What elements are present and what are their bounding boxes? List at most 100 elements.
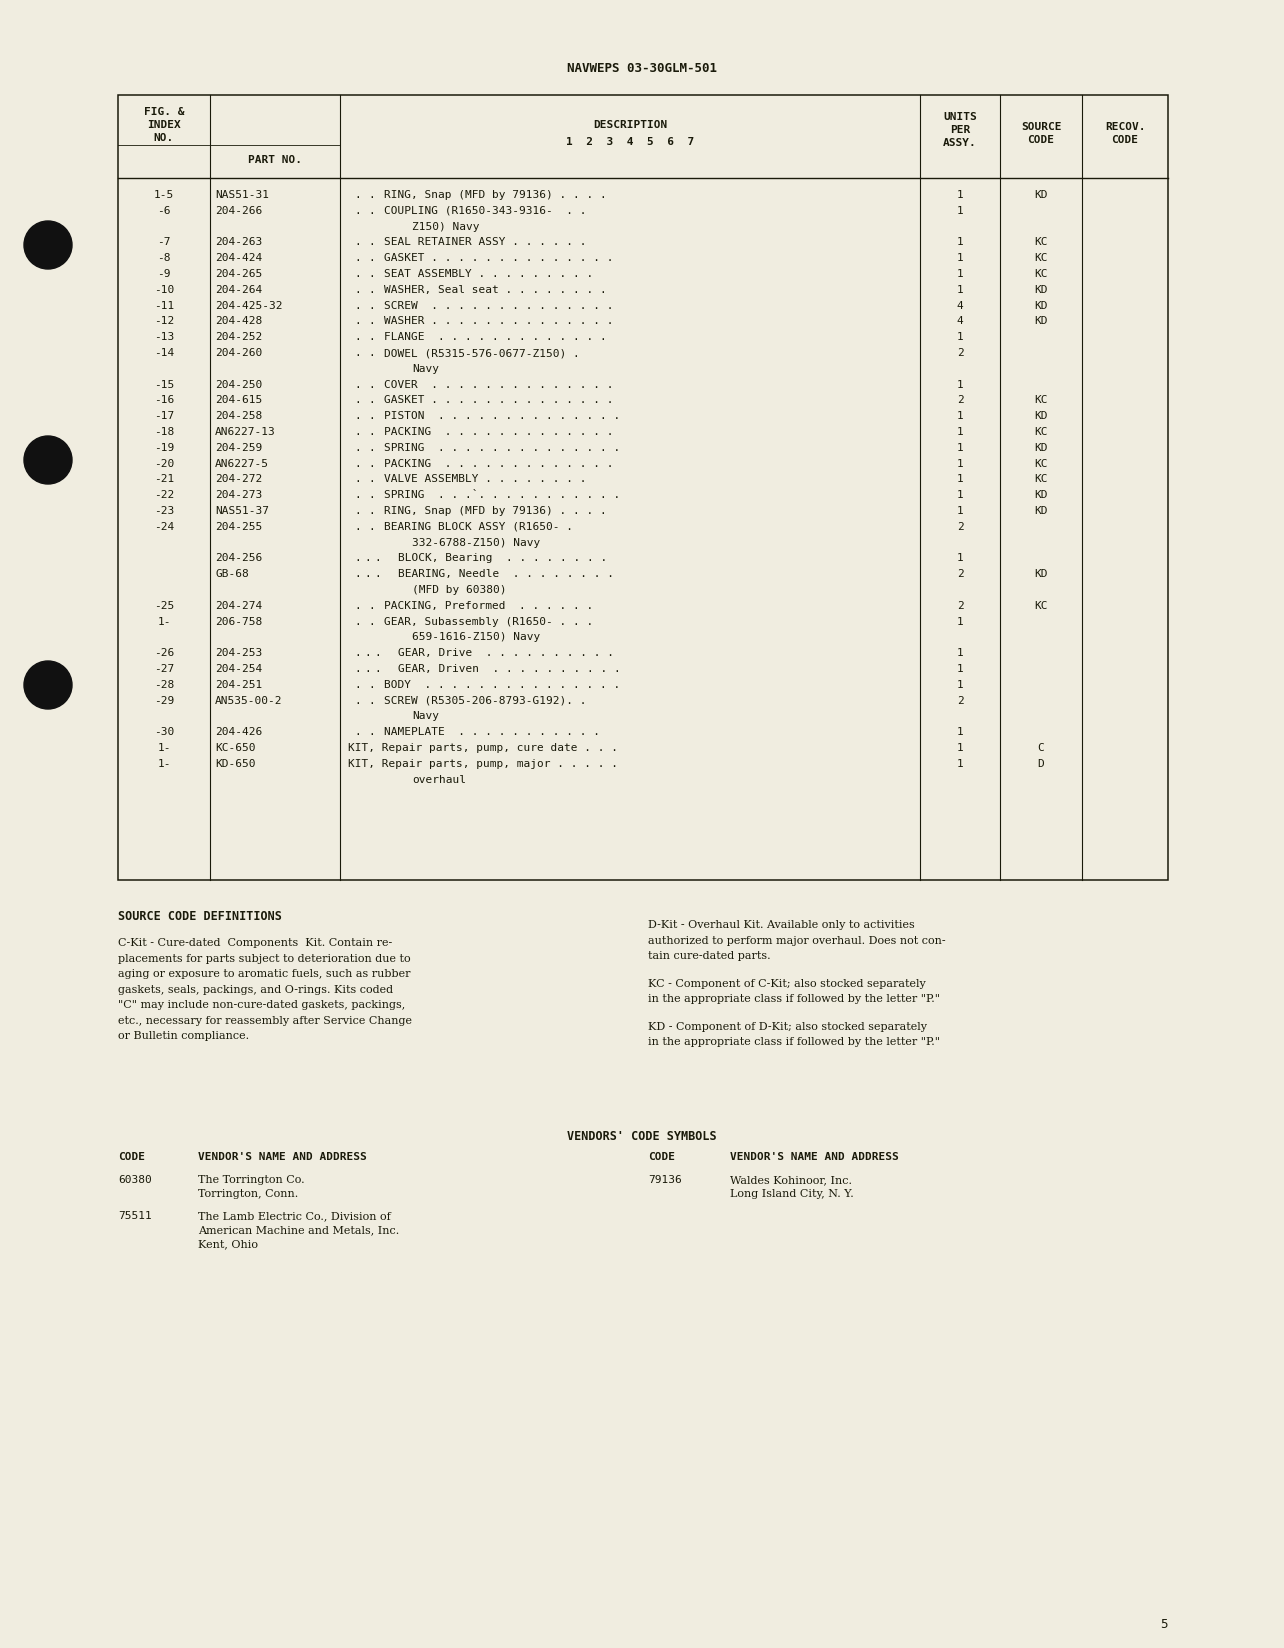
Text: 204-426: 204-426 [214,727,262,737]
Text: .: . [354,475,361,485]
Text: -18: -18 [154,427,175,437]
Text: -26: -26 [154,648,175,658]
Text: .: . [354,648,361,658]
Text: SOURCE: SOURCE [1021,122,1062,132]
Text: 1: 1 [957,443,963,453]
Text: 204-250: 204-250 [214,379,262,389]
Text: .: . [369,443,375,453]
Text: -22: -22 [154,489,175,501]
Text: DESCRIPTION: DESCRIPTION [593,120,668,130]
Text: Kent, Ohio: Kent, Ohio [198,1239,258,1249]
Text: 204-264: 204-264 [214,285,262,295]
Text: GEAR, Drive  . . . . . . . . . .: GEAR, Drive . . . . . . . . . . [398,648,614,658]
Text: Waldes Kohinoor, Inc.: Waldes Kohinoor, Inc. [731,1175,853,1185]
Text: KIT, Repair parts, pump, cure date . . .: KIT, Repair parts, pump, cure date . . . [348,743,618,753]
Text: KD: KD [1034,300,1048,310]
Text: 1-: 1- [157,743,171,753]
Text: .: . [369,190,375,199]
Text: 204-425-32: 204-425-32 [214,300,282,310]
Text: .: . [354,664,361,674]
Text: .: . [354,396,361,405]
Text: .: . [374,664,381,674]
Text: 204-428: 204-428 [214,316,262,326]
Text: overhaul: overhaul [412,775,466,784]
Text: 2: 2 [957,569,963,578]
Text: American Machine and Metals, Inc.: American Machine and Metals, Inc. [198,1224,399,1234]
Text: Navy: Navy [412,712,439,722]
Text: 1: 1 [957,206,963,216]
Text: SPRING  . . .`. . . . . . . . . . .: SPRING . . .`. . . . . . . . . . . [384,489,620,501]
Text: The Lamb Electric Co., Division of: The Lamb Electric Co., Division of [198,1211,390,1221]
Text: -10: -10 [154,285,175,295]
Text: C-Kit - Cure-dated  Components  Kit. Contain re-: C-Kit - Cure-dated Components Kit. Conta… [118,938,392,948]
Text: -17: -17 [154,412,175,422]
Text: .: . [369,269,375,279]
Bar [118,96,1168,880]
Text: VENDORS' CODE SYMBOLS: VENDORS' CODE SYMBOLS [568,1131,716,1144]
Text: PACKING, Preformed  . . . . . .: PACKING, Preformed . . . . . . [384,602,593,611]
Text: WASHER, Seal seat . . . . . . . .: WASHER, Seal seat . . . . . . . . [384,285,607,295]
Text: -23: -23 [154,506,175,516]
Text: .: . [354,285,361,295]
Text: .: . [369,285,375,295]
Text: KD: KD [1034,412,1048,422]
Text: KD: KD [1034,443,1048,453]
Text: 1: 1 [957,237,963,247]
Text: .: . [354,616,361,626]
Text: .: . [363,664,371,674]
Text: 4: 4 [957,316,963,326]
Text: 659-1616-Z150) Navy: 659-1616-Z150) Navy [412,633,541,643]
Text: NAVWEPS 03-30GLM-501: NAVWEPS 03-30GLM-501 [568,63,716,76]
Text: GASKET . . . . . . . . . . . . . .: GASKET . . . . . . . . . . . . . . [384,254,614,264]
Text: CODE: CODE [1027,135,1054,145]
Text: KIT, Repair parts, pump, major . . . . .: KIT, Repair parts, pump, major . . . . . [348,758,618,770]
Text: 1: 1 [957,190,963,199]
Text: .: . [354,300,361,310]
Text: Long Island City, N. Y.: Long Island City, N. Y. [731,1188,854,1200]
Text: 2: 2 [957,522,963,532]
Text: 204-260: 204-260 [214,348,262,358]
Text: 1-: 1- [157,758,171,770]
Text: SCREW (R5305-206-8793-G192). .: SCREW (R5305-206-8793-G192). . [384,695,587,705]
Text: gaskets, seals, packings, and O-rings. Kits coded: gaskets, seals, packings, and O-rings. K… [118,984,393,994]
Text: Torrington, Conn.: Torrington, Conn. [198,1188,298,1200]
Text: .: . [363,648,371,658]
Text: in the appropriate class if followed by the letter "P.": in the appropriate class if followed by … [648,994,940,1004]
Text: 1: 1 [957,254,963,264]
Text: GEAR, Driven  . . . . . . . . . .: GEAR, Driven . . . . . . . . . . [398,664,620,674]
Text: 1: 1 [957,489,963,501]
Text: .: . [354,316,361,326]
Text: 204-254: 204-254 [214,664,262,674]
Text: .: . [354,554,361,564]
Text: Navy: Navy [412,364,439,374]
Text: 1: 1 [957,648,963,658]
Text: .: . [354,489,361,501]
Text: -8: -8 [157,254,171,264]
Text: -15: -15 [154,379,175,389]
Text: .: . [369,427,375,437]
Text: 1: 1 [957,412,963,422]
Text: 1: 1 [957,458,963,468]
Text: -16: -16 [154,396,175,405]
Text: .: . [369,396,375,405]
Text: BEARING BLOCK ASSY (R1650- .: BEARING BLOCK ASSY (R1650- . [384,522,573,532]
Text: aging or exposure to aromatic fuels, such as rubber: aging or exposure to aromatic fuels, suc… [118,969,411,979]
Text: 204-256: 204-256 [214,554,262,564]
Text: 1: 1 [957,758,963,770]
Text: SPRING  . . . . . . . . . . . . . .: SPRING . . . . . . . . . . . . . . [384,443,620,453]
Text: 1: 1 [957,333,963,343]
Text: RECOV.: RECOV. [1104,122,1145,132]
Text: .: . [354,190,361,199]
Text: FIG. &: FIG. & [144,107,184,117]
Text: KC: KC [1034,269,1048,279]
Text: -19: -19 [154,443,175,453]
Text: 204-273: 204-273 [214,489,262,501]
Text: .: . [354,333,361,343]
Text: .: . [354,506,361,516]
Text: WASHER . . . . . . . . . . . . . .: WASHER . . . . . . . . . . . . . . [384,316,614,326]
Text: .: . [369,679,375,691]
Text: NAS51-31: NAS51-31 [214,190,270,199]
Text: PER: PER [950,125,971,135]
Text: 204-252: 204-252 [214,333,262,343]
Text: C: C [1037,743,1044,753]
